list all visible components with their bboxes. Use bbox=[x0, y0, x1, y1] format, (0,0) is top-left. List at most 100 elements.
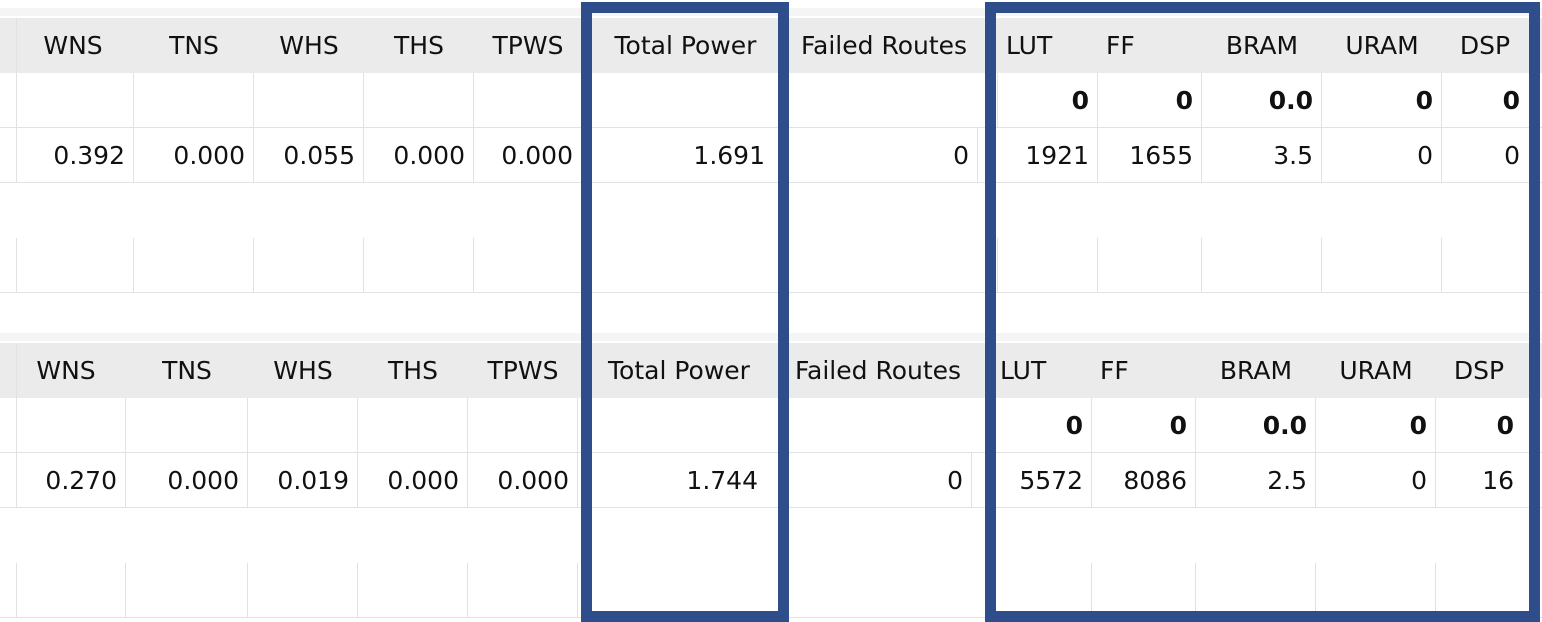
cell-empty bbox=[248, 563, 358, 618]
top-strip bbox=[0, 8, 1542, 16]
bottom-totals-row[interactable]: 0 0 0.0 0 0 bbox=[0, 398, 1542, 453]
cell-total-power: 1.691 bbox=[693, 141, 765, 170]
cell-empty bbox=[1322, 238, 1442, 293]
cell-tns: 0.000 bbox=[134, 128, 254, 183]
cell-tpws: 0.000 bbox=[474, 128, 582, 183]
col-header-uram[interactable]: URAM bbox=[1339, 356, 1413, 385]
cell-failed-routes: 0 bbox=[790, 128, 978, 183]
top-values-row[interactable]: 0.392 0.000 0.055 0.000 0.000 1.691 0 19… bbox=[0, 128, 1542, 183]
cell-empty bbox=[12, 73, 134, 128]
cell-whs: 0.055 bbox=[254, 128, 364, 183]
cell-empty bbox=[134, 73, 254, 128]
cell-uram: 0 bbox=[1316, 453, 1436, 508]
cell-bram: 2.5 bbox=[1196, 453, 1316, 508]
bottom-header-row: WNS TNS WHS THS TPWS Total Power Failed … bbox=[0, 343, 1542, 398]
cell-wns: 0.270 bbox=[6, 453, 126, 508]
cell-empty bbox=[998, 238, 1098, 293]
col-header-uram[interactable]: URAM bbox=[1345, 31, 1419, 60]
cell-uram: 0 bbox=[1322, 128, 1442, 183]
cell-empty bbox=[474, 238, 582, 293]
cell-empty bbox=[12, 238, 134, 293]
cell-empty bbox=[1196, 563, 1316, 618]
top-header-row: WNS TNS WHS THS TPWS Total Power Failed … bbox=[0, 18, 1542, 73]
cell-empty bbox=[364, 238, 474, 293]
col-header-wns[interactable]: WNS bbox=[36, 356, 96, 385]
col-header-failed-routes[interactable]: Failed Routes bbox=[794, 356, 962, 385]
cell-empty bbox=[774, 238, 998, 293]
cell-empty bbox=[248, 398, 358, 453]
col-header-ths[interactable]: THS bbox=[388, 356, 438, 385]
cell-tns: 0.000 bbox=[126, 453, 248, 508]
top-empty-row[interactable] bbox=[0, 238, 1542, 293]
cell-empty bbox=[1098, 238, 1202, 293]
top-totals-row[interactable]: 0 0 0.0 0 0 bbox=[0, 73, 1542, 128]
cell-spacer bbox=[0, 73, 17, 128]
cell-empty bbox=[358, 563, 468, 618]
cell-ff-total: 0 bbox=[1092, 398, 1196, 453]
col-header-total-power[interactable]: Total Power bbox=[608, 356, 750, 385]
col-header-tpws[interactable]: TPWS bbox=[492, 31, 564, 60]
cell-empty bbox=[126, 563, 248, 618]
cell-lut-total: 0 bbox=[998, 73, 1098, 128]
col-header-total-power[interactable]: Total Power bbox=[614, 31, 757, 60]
cell-empty bbox=[364, 73, 474, 128]
col-header-dsp[interactable]: DSP bbox=[1453, 356, 1505, 385]
cell-whs: 0.019 bbox=[248, 453, 358, 508]
cell-empty bbox=[768, 563, 992, 618]
cell-spacer bbox=[0, 453, 17, 508]
col-header-ff[interactable]: FF bbox=[1100, 356, 1129, 385]
bottom-empty-row[interactable] bbox=[0, 563, 1542, 618]
cell-spacer bbox=[0, 238, 17, 293]
cell-empty bbox=[474, 73, 582, 128]
cell-empty bbox=[774, 73, 998, 128]
cell-lut: 5572 bbox=[992, 453, 1092, 508]
cell-dsp-total: 0 bbox=[1502, 86, 1520, 115]
cell-bram: 3.5 bbox=[1202, 128, 1322, 183]
cell-bram-total: 0.0 bbox=[1196, 398, 1316, 453]
col-header-lut[interactable]: LUT bbox=[1000, 356, 1047, 385]
top-empty-row[interactable] bbox=[0, 183, 1542, 238]
cell-dsp: 16 bbox=[1482, 466, 1514, 495]
col-header-ths[interactable]: THS bbox=[394, 31, 444, 60]
cell-ths: 0.000 bbox=[358, 453, 468, 508]
header-spacer bbox=[0, 343, 17, 398]
cell-ths: 0.000 bbox=[364, 128, 474, 183]
cell-empty bbox=[254, 73, 364, 128]
col-header-lut[interactable]: LUT bbox=[1006, 31, 1053, 60]
cell-dsp-total: 0 bbox=[1496, 411, 1514, 440]
cell-spacer bbox=[0, 563, 17, 618]
col-header-whs[interactable]: WHS bbox=[279, 31, 339, 60]
bottom-empty-row[interactable] bbox=[0, 508, 1542, 563]
bottom-values-row[interactable]: 0.270 0.000 0.019 0.000 0.000 1.744 0 55… bbox=[0, 453, 1542, 508]
cell-empty bbox=[992, 563, 1092, 618]
col-header-tns[interactable]: TNS bbox=[169, 31, 219, 60]
cell-failed-routes: 0 bbox=[784, 453, 972, 508]
cell-empty bbox=[768, 398, 992, 453]
cell-lut-total: 0 bbox=[992, 398, 1092, 453]
cell-ff: 1655 bbox=[1098, 128, 1202, 183]
col-header-bram[interactable]: BRAM bbox=[1225, 31, 1299, 60]
col-header-tpws[interactable]: TPWS bbox=[487, 356, 559, 385]
col-header-bram[interactable]: BRAM bbox=[1219, 356, 1293, 385]
cell-lut: 1921 bbox=[998, 128, 1098, 183]
cell-empty bbox=[6, 398, 126, 453]
col-header-failed-routes[interactable]: Failed Routes bbox=[800, 31, 968, 60]
cell-dsp: 0 bbox=[1504, 141, 1520, 170]
cell-ff: 8086 bbox=[1092, 453, 1196, 508]
cell-empty bbox=[468, 398, 578, 453]
col-header-wns[interactable]: WNS bbox=[43, 31, 103, 60]
col-header-ff[interactable]: FF bbox=[1106, 31, 1135, 60]
col-header-tns[interactable]: TNS bbox=[162, 356, 212, 385]
col-header-dsp[interactable]: DSP bbox=[1459, 31, 1511, 60]
cell-ff-total: 0 bbox=[1098, 73, 1202, 128]
cell-empty bbox=[1316, 563, 1436, 618]
cell-spacer bbox=[0, 128, 17, 183]
header-spacer bbox=[0, 18, 17, 73]
cell-total-power: 1.744 bbox=[686, 466, 758, 495]
cell-empty bbox=[126, 398, 248, 453]
cell-tpws: 0.000 bbox=[468, 453, 578, 508]
col-header-whs[interactable]: WHS bbox=[273, 356, 333, 385]
bottom-strip bbox=[0, 333, 1542, 341]
cell-empty bbox=[358, 398, 468, 453]
cell-empty bbox=[254, 238, 364, 293]
